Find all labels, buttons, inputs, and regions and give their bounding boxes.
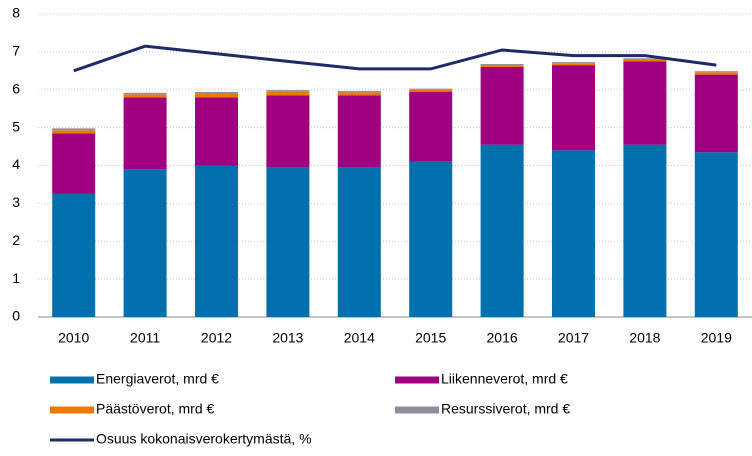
bar-segment [52,193,96,317]
bar-segment [337,167,381,317]
x-tick-label: 2019 [701,330,732,346]
bar-segment [552,150,595,317]
bar-segment [694,72,738,75]
bar-segment [623,58,667,60]
x-tick-label: 2018 [629,330,660,346]
bar-segment [552,65,595,151]
y-tick-label: 4 [12,156,20,172]
bar-segment [480,67,524,145]
bar-segment [337,90,381,93]
bar-segment [123,97,167,170]
bar-segment [52,133,96,194]
x-tick-label: 2010 [58,330,89,346]
bar-segment [409,161,453,317]
bar-segment [694,152,738,317]
bar-segment [337,95,381,168]
bar-segment [195,93,238,98]
x-tick-label: 2015 [415,330,446,346]
y-tick-label: 1 [12,270,20,286]
bar-segment [52,128,96,131]
bar-segment [552,63,595,66]
bar-segment [52,130,96,134]
bar-segment [409,89,453,92]
bar-segment [266,91,310,96]
bar-segment [409,88,453,90]
bar-segment [266,90,310,92]
bar-segment [195,92,238,94]
bar-segment [123,92,167,95]
x-tick-label: 2011 [130,330,160,346]
bar-segment [694,71,738,73]
x-tick-label: 2014 [344,330,375,346]
bar-segment [623,59,667,62]
y-tick-label: 3 [12,194,20,210]
bar-segment [123,94,167,98]
bar-segment [480,65,524,68]
bar-segment [123,169,167,317]
bar-segment [694,74,738,153]
legend-label: Päästöverot, mrd € [96,401,214,417]
x-tick-label: 2016 [487,330,518,346]
bar-segment [480,63,524,66]
line-series [73,44,717,73]
y-tick-label: 2 [12,232,20,248]
bar-segment [480,144,524,317]
legend-label: Energiaverot, mrd € [96,371,219,387]
bar-segment [409,91,453,162]
bar-segment [195,165,238,317]
x-tick-label: 2012 [201,330,232,346]
bar-segment [266,95,310,168]
y-tick-label: 7 [12,43,20,59]
bar-segment [623,144,667,317]
legend-label: Liikenneverot, mrd € [441,371,568,387]
y-tick-label: 5 [12,118,20,134]
x-tick-label: 2013 [272,330,303,346]
bar-segment [623,61,667,145]
bar-segment [337,92,381,96]
x-tick-label: 2017 [558,330,589,346]
y-tick-label: 6 [12,80,20,96]
y-tick-label: 8 [12,5,20,21]
legend-label: Osuus kokonaisverokertymästä, % [96,431,312,447]
bar-segment [195,97,238,166]
y-tick-label: 0 [12,308,20,324]
legend-label: Resurssiverot, mrd € [441,401,570,417]
bar-segment [266,167,310,317]
bar-segment [552,62,595,64]
